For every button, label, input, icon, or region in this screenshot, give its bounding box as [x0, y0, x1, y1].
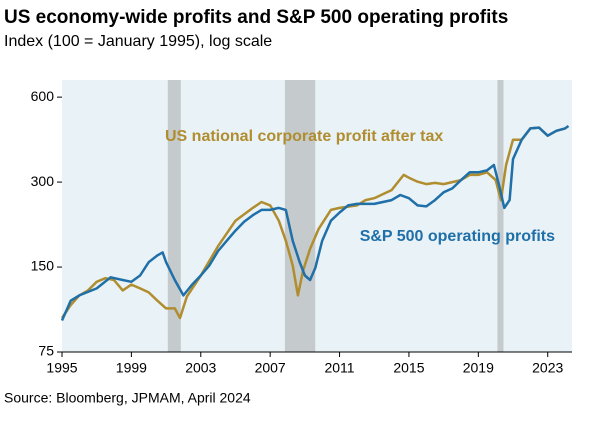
- x-tick-label: 1995: [46, 360, 77, 376]
- series-label: S&P 500 operating profits: [360, 228, 555, 245]
- recession-band: [167, 80, 181, 352]
- x-tick-label: 2019: [463, 360, 494, 376]
- y-tick-label: 600: [31, 88, 55, 104]
- series-line: [60, 126, 566, 320]
- recession-band: [497, 80, 504, 352]
- x-tick-label: 2011: [324, 360, 354, 376]
- source: Source: Bloomberg, JPMAM, April 2024: [4, 390, 251, 406]
- chart-subtitle: Index (100 = January 1995), log scale: [4, 33, 272, 50]
- x-tick-label: 1999: [116, 360, 147, 376]
- series-label: US national corporate profit after tax: [165, 128, 443, 145]
- x-tick-label: 2007: [255, 360, 286, 376]
- chart-title: US economy-wide profits and S&P 500 oper…: [4, 7, 508, 28]
- x-tick-label: 2003: [185, 360, 216, 376]
- y-tick-label: 150: [31, 258, 55, 274]
- y-tick-label: 300: [31, 173, 55, 189]
- y-tick-label: 75: [38, 343, 54, 359]
- recession-band: [284, 80, 316, 352]
- x-tick-label: 2015: [393, 360, 424, 376]
- series-line: [60, 124, 570, 322]
- plot-area: [62, 80, 572, 352]
- x-tick-label: 2023: [532, 360, 563, 376]
